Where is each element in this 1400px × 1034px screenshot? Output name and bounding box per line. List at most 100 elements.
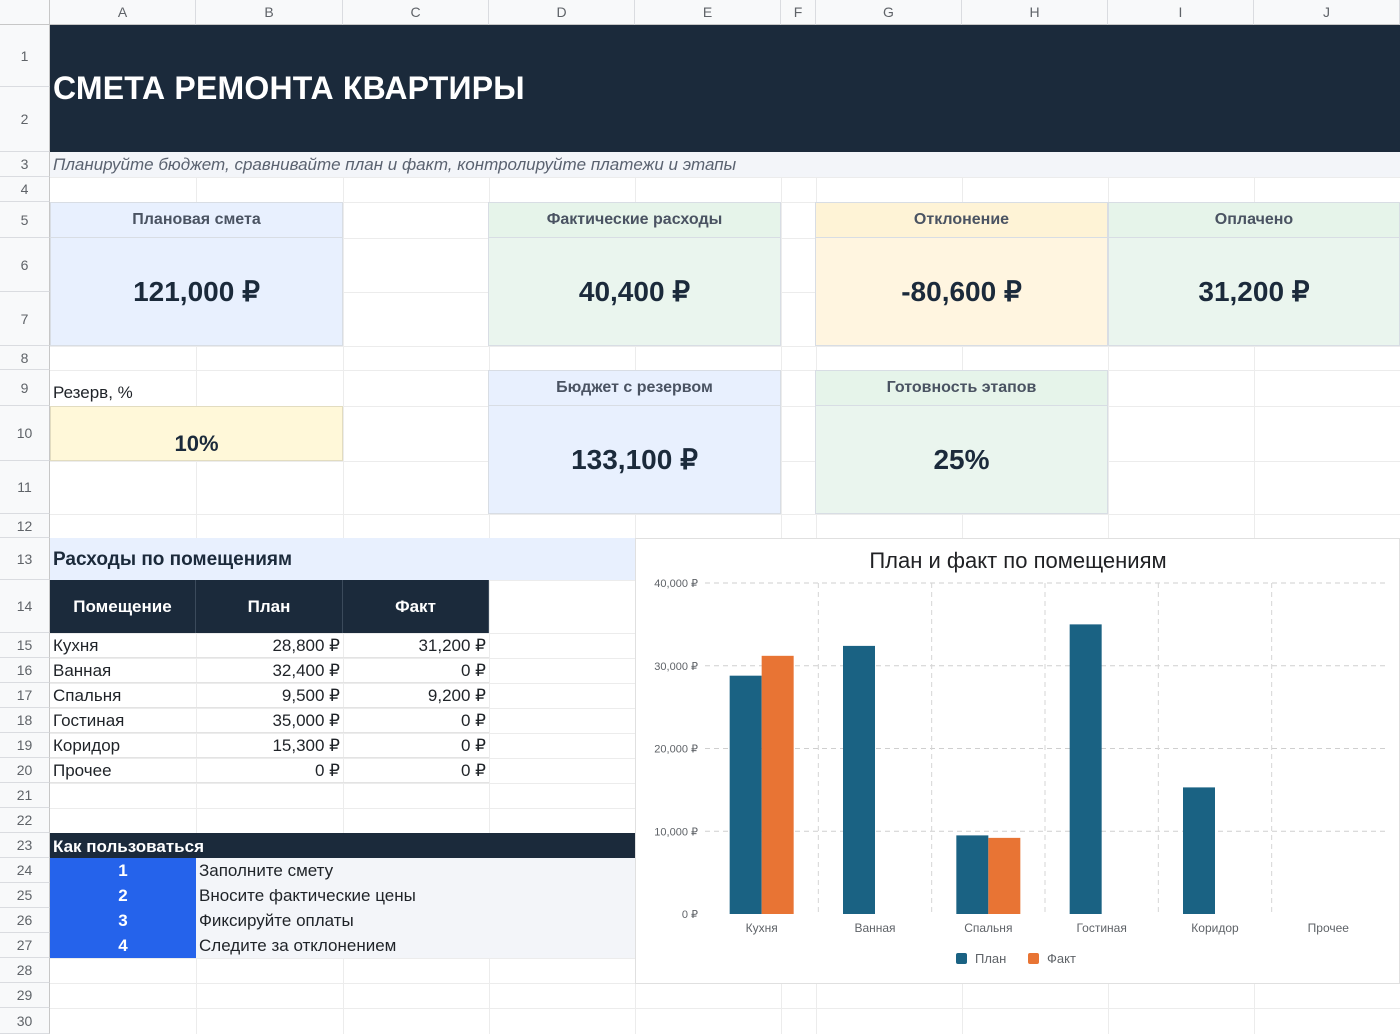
gridline-vertical: [635, 25, 636, 1034]
row-header-20[interactable]: 20: [0, 758, 50, 783]
row-header-3[interactable]: 3: [0, 152, 50, 177]
row-header-6[interactable]: 6: [0, 238, 50, 292]
row-header-18[interactable]: 18: [0, 708, 50, 733]
rooms-header-plan[interactable]: План: [196, 580, 343, 633]
paid-card-label[interactable]: Оплачено: [1108, 202, 1400, 238]
y-tick-label: 10,000 ₽: [654, 826, 698, 838]
bar-fact: [761, 655, 794, 914]
bar-plan: [843, 645, 875, 914]
plan-card-label[interactable]: Плановая смета: [50, 202, 343, 238]
row-header-15[interactable]: 15: [0, 633, 50, 658]
row-header-10[interactable]: 10: [0, 406, 50, 461]
column-header-j[interactable]: J: [1254, 0, 1400, 25]
title-band: [50, 25, 1400, 152]
legend-label-plan: План: [975, 951, 1006, 966]
step-number[interactable]: 2: [50, 883, 196, 908]
rooms-cell-fact[interactable]: 31,200 ₽: [343, 633, 489, 658]
rooms-cell-plan[interactable]: 9,500 ₽: [196, 683, 343, 708]
row-header-30[interactable]: 30: [0, 1008, 50, 1034]
column-header-i[interactable]: I: [1108, 0, 1254, 25]
rooms-cell-plan[interactable]: 0 ₽: [196, 758, 343, 783]
rooms-cell-room[interactable]: Гостиная: [50, 708, 196, 733]
step-number[interactable]: 4: [50, 933, 196, 958]
bar-plan: [956, 835, 989, 914]
row-header-17[interactable]: 17: [0, 683, 50, 708]
rooms-cell-room[interactable]: Коридор: [50, 733, 196, 758]
plan-card-value[interactable]: 121,000 ₽: [50, 238, 343, 346]
paid-card-value[interactable]: 31,200 ₽: [1108, 238, 1400, 346]
row-header-25[interactable]: 25: [0, 883, 50, 908]
rooms-cell-room[interactable]: Кухня: [50, 633, 196, 658]
row-header-22[interactable]: 22: [0, 808, 50, 833]
reserve-label: Резерв, %: [53, 383, 133, 402]
column-header-b[interactable]: B: [196, 0, 343, 25]
x-tick-label: Ванная: [854, 921, 895, 935]
select-all-corner[interactable]: [0, 0, 50, 25]
rooms-cell-fact[interactable]: 0 ₽: [343, 708, 489, 733]
column-header-g[interactable]: G: [816, 0, 962, 25]
row-header-29[interactable]: 29: [0, 983, 50, 1008]
fact-card-label[interactable]: Фактические расходы: [488, 202, 781, 238]
column-header-a[interactable]: A: [50, 0, 196, 25]
rooms-cell-plan[interactable]: 32,400 ₽: [196, 658, 343, 683]
rooms-cell-fact[interactable]: 9,200 ₽: [343, 683, 489, 708]
row-header-9[interactable]: 9: [0, 370, 50, 406]
reserve-input-cell[interactable]: 10%: [50, 406, 343, 461]
gridline-vertical: [816, 25, 817, 1034]
rooms-cell-fact[interactable]: 0 ₽: [343, 758, 489, 783]
readiness-card-value[interactable]: 25%: [815, 406, 1108, 514]
how-to-band: [50, 833, 635, 858]
y-tick-label: 30,000 ₽: [654, 661, 698, 673]
gridline-vertical: [343, 25, 344, 1034]
deviation-card-label[interactable]: Отклонение: [815, 202, 1108, 238]
step-text[interactable]: Вносите фактические цены: [196, 883, 635, 908]
row-header-26[interactable]: 26: [0, 908, 50, 933]
column-header-e[interactable]: E: [635, 0, 781, 25]
row-header-7[interactable]: 7: [0, 292, 50, 346]
rooms-header-room[interactable]: Помещение: [50, 580, 196, 633]
column-header-f[interactable]: F: [781, 0, 816, 25]
row-header-5[interactable]: 5: [0, 202, 50, 238]
column-header-h[interactable]: H: [962, 0, 1108, 25]
rooms-cell-fact[interactable]: 0 ₽: [343, 658, 489, 683]
budget-reserve-card-label[interactable]: Бюджет с резервом: [488, 370, 781, 406]
step-number[interactable]: 1: [50, 858, 196, 883]
row-header-21[interactable]: 21: [0, 783, 50, 808]
rooms-cell-plan[interactable]: 15,300 ₽: [196, 733, 343, 758]
rooms-cell-room[interactable]: Ванная: [50, 658, 196, 683]
budget-reserve-card-value[interactable]: 133,100 ₽: [488, 406, 781, 514]
row-header-12[interactable]: 12: [0, 514, 50, 538]
rooms-cell-room[interactable]: Прочее: [50, 758, 196, 783]
row-header-8[interactable]: 8: [0, 346, 50, 370]
rooms-cell-room[interactable]: Спальня: [50, 683, 196, 708]
step-text[interactable]: Фиксируйте оплаты: [196, 908, 635, 933]
readiness-card-label[interactable]: Готовность этапов: [815, 370, 1108, 406]
rooms-cell-plan[interactable]: 35,000 ₽: [196, 708, 343, 733]
row-header-14[interactable]: 14: [0, 580, 50, 633]
row-header-27[interactable]: 27: [0, 933, 50, 958]
row-header-19[interactable]: 19: [0, 733, 50, 758]
column-header-c[interactable]: C: [343, 0, 489, 25]
fact-card-value[interactable]: 40,400 ₽: [488, 238, 781, 346]
deviation-card-value[interactable]: -80,600 ₽: [815, 238, 1108, 346]
row-header-13[interactable]: 13: [0, 538, 50, 580]
step-text[interactable]: Заполните смету: [196, 858, 635, 883]
row-header-16[interactable]: 16: [0, 658, 50, 683]
row-header-1[interactable]: 1: [0, 25, 50, 87]
rooms-cell-plan[interactable]: 28,800 ₽: [196, 633, 343, 658]
row-header-24[interactable]: 24: [0, 858, 50, 883]
rooms-header-fact[interactable]: Факт: [343, 580, 489, 633]
gridline-horizontal: [50, 177, 1400, 178]
row-header-2[interactable]: 2: [0, 87, 50, 152]
rooms-cell-fact[interactable]: 0 ₽: [343, 733, 489, 758]
step-text[interactable]: Следите за отклонением: [196, 933, 635, 958]
row-header-11[interactable]: 11: [0, 461, 50, 514]
row-header-23[interactable]: 23: [0, 833, 50, 858]
step-number[interactable]: 3: [50, 908, 196, 933]
column-header-d[interactable]: D: [489, 0, 635, 25]
row-header-4[interactable]: 4: [0, 177, 50, 202]
row-header-28[interactable]: 28: [0, 958, 50, 983]
plan-fact-chart[interactable]: План и факт по помещениям 0 ₽ 10,000 ₽ 20,0…: [636, 539, 1400, 985]
rooms-section-title: Расходы по помещениям: [53, 549, 293, 570]
chart-container[interactable]: План и факт по помещениям 0 ₽ 10,000 ₽ 20,0…: [635, 538, 1400, 984]
